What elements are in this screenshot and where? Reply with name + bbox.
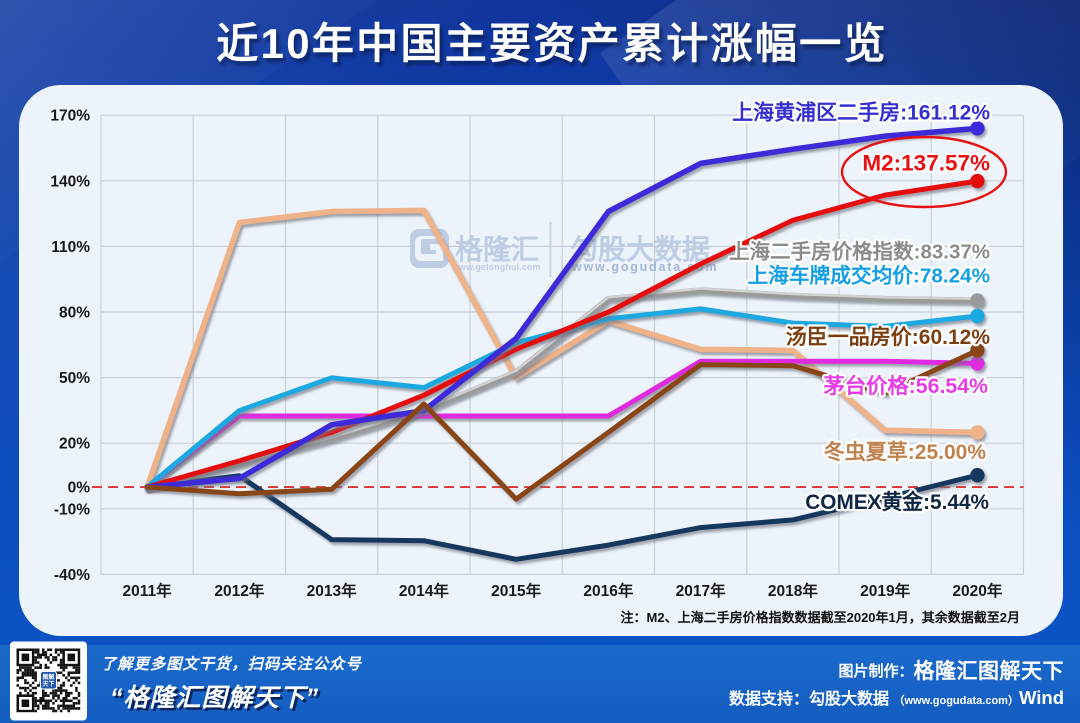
svg-text:80%: 80% [59, 305, 90, 322]
svg-text:2019年: 2019年 [860, 581, 910, 600]
svg-text:50%: 50% [59, 370, 90, 387]
svg-text:170%: 170% [50, 108, 90, 125]
svg-text:www.gogudata.com: www.gogudata.com [571, 260, 718, 274]
svg-text:2017年: 2017年 [676, 581, 726, 600]
svg-text:2016年: 2016年 [583, 581, 633, 600]
svg-text:上海黄浦区二手房:161.12%: 上海黄浦区二手房:161.12% [732, 101, 990, 125]
svg-text:注：M2、上海二手房价格指数数据截至2020年1月，其余数据: 注：M2、上海二手房价格指数数据截至2020年1月，其余数据截至2月 [621, 610, 1020, 625]
svg-text:2015年: 2015年 [491, 581, 541, 600]
svg-text:-10%: -10% [54, 501, 90, 518]
svg-text:2018年: 2018年 [768, 581, 818, 600]
svg-text:www.gelonghui.com: www.gelonghui.com [451, 262, 541, 272]
svg-text:勾股大数据: 勾股大数据 [570, 234, 710, 265]
svg-text:冬虫夏草:25.00%: 冬虫夏草:25.00% [824, 440, 987, 464]
svg-text:2011年: 2011年 [123, 581, 173, 600]
svg-text:汤臣一品房价:60.12%: 汤臣一品房价:60.12% [786, 325, 991, 349]
svg-text:140%: 140% [50, 173, 90, 190]
svg-text:2014年: 2014年 [399, 581, 449, 600]
svg-text:2013年: 2013年 [307, 581, 357, 600]
svg-text:天下: 天下 [42, 681, 54, 688]
svg-text:2012年: 2012年 [214, 581, 264, 600]
svg-text:0%: 0% [68, 480, 91, 497]
svg-text:茅台价格:56.54%: 茅台价格:56.54% [823, 373, 988, 398]
svg-text:上海二手房价格指数:83.37%: 上海二手房价格指数:83.37% [729, 240, 990, 264]
svg-text:格隆汇: 格隆汇 [455, 234, 539, 265]
svg-text:上海车牌成交均价:78.24%: 上海车牌成交均价:78.24% [747, 264, 990, 288]
svg-text:-40%: -40% [54, 567, 90, 584]
svg-text:2020年: 2020年 [952, 581, 1002, 600]
svg-text:M2:137.57%: M2:137.57% [862, 151, 990, 176]
svg-text:20%: 20% [59, 436, 90, 453]
svg-text:图解: 图解 [42, 673, 54, 681]
svg-text:110%: 110% [51, 239, 90, 256]
svg-text:COMEX黄金:5.44%: COMEX黄金:5.44% [805, 490, 989, 514]
